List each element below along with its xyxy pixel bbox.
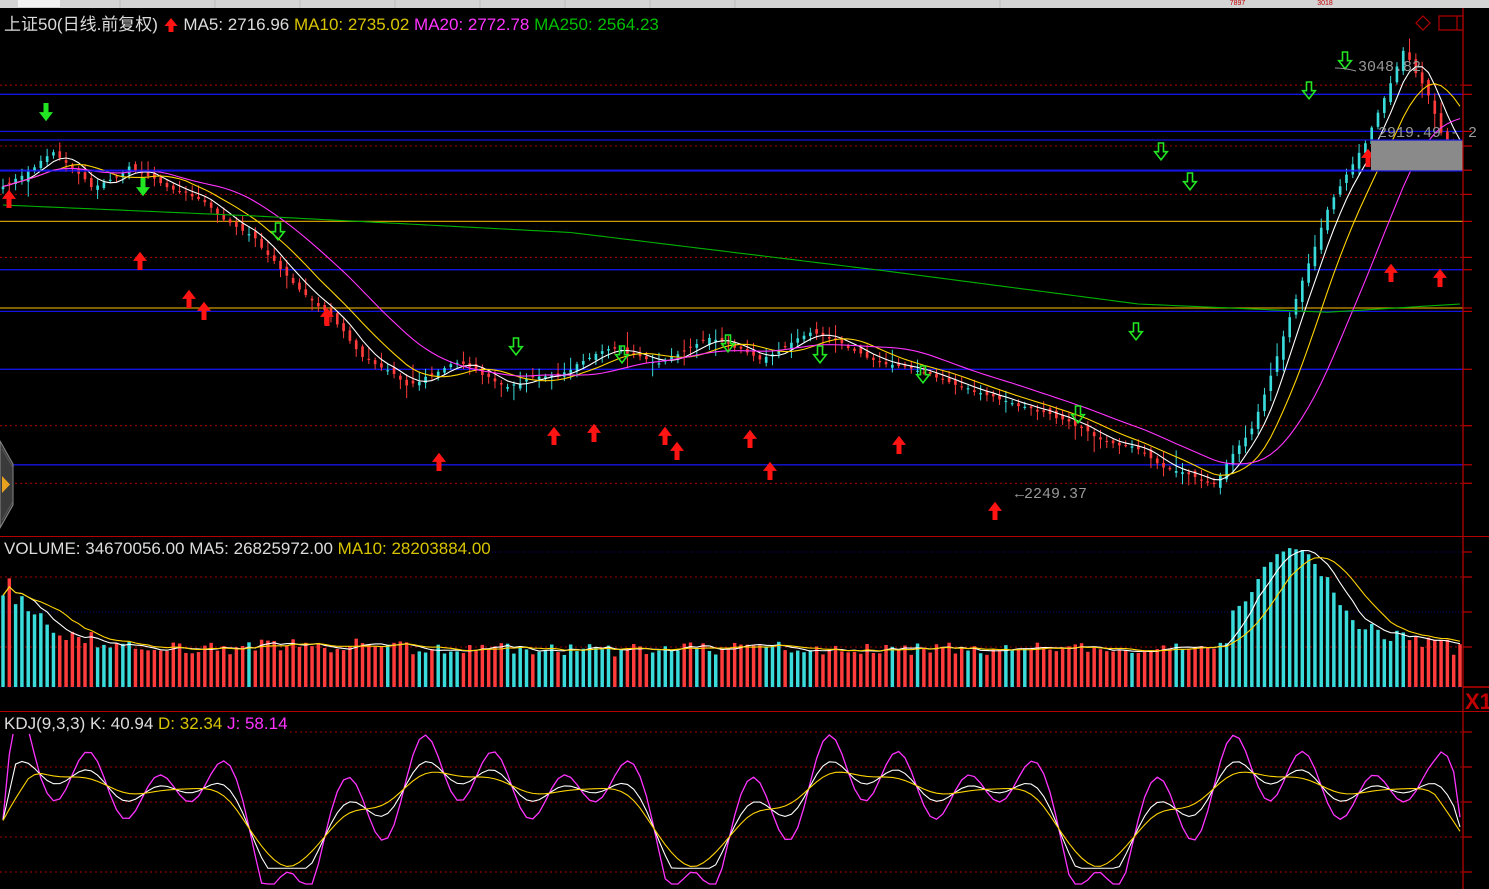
svg-text:3048.82: 3048.82: [1358, 59, 1421, 76]
svg-text:X1: X1: [1465, 689, 1489, 712]
svg-text:2919.49 - 2: 2919.49 - 2: [1378, 125, 1477, 142]
svg-text:←2249.37: ←2249.37: [1015, 486, 1087, 503]
